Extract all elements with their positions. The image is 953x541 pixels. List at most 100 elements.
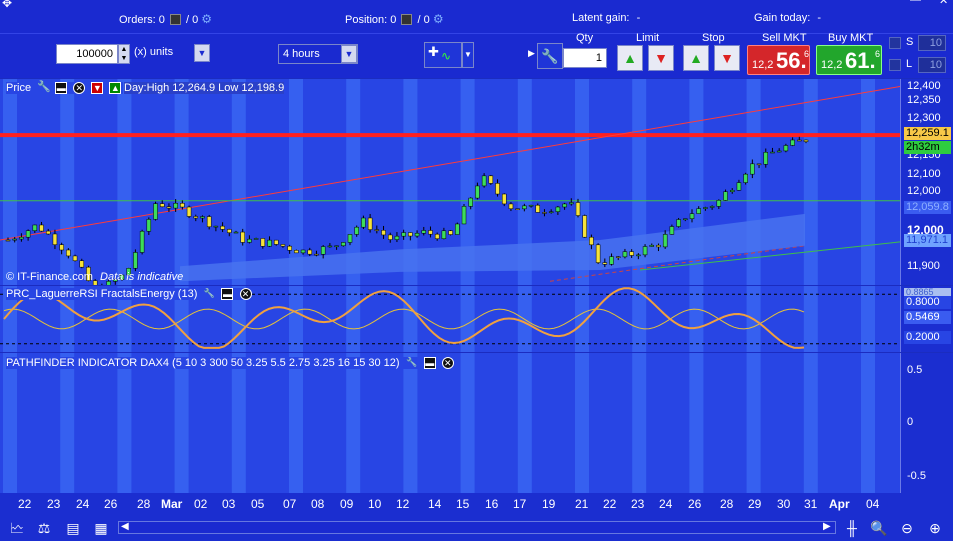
price-y-axis[interactable]: 12,400 12,350 12,300 12,150 12,100 12,00…	[900, 79, 953, 285]
upper-trend-line	[0, 85, 900, 241]
scroll-right-icon[interactable]: ▶	[823, 521, 831, 532]
s-checkbox[interactable]	[889, 37, 901, 49]
price-panel-title: Price	[6, 82, 32, 94]
candle-body	[455, 223, 460, 235]
candle-body	[421, 230, 427, 234]
day-high-low-info: Day:High 12,264.9 Low 12,198.9	[124, 82, 285, 94]
sell-mkt-button[interactable]: 12,2 56. 6	[747, 45, 810, 75]
price-settings-wrench-icon[interactable]: 🔧	[37, 81, 51, 94]
candle-body	[341, 242, 346, 247]
indicators-icon[interactable]: ⚖	[37, 520, 51, 536]
candles-icon[interactable]: ╫	[847, 520, 857, 536]
candle-body	[280, 244, 286, 247]
pathfinder-panel[interactable]: PATHFINDER INDICATOR DAX4 (5 10 3 300 50…	[0, 353, 900, 493]
session-stripe	[3, 286, 17, 352]
buy-price-sup: 6	[875, 49, 881, 59]
window-icon[interactable]: ✥	[2, 0, 13, 10]
candle-body	[609, 256, 614, 265]
buy-mkt-button[interactable]: 12,2 61. 6	[816, 45, 882, 75]
time-axis[interactable]: 22 23 24 26 28 Mar 02 03 05 07 08 09 10 12 14 15 16 17 19 2…	[0, 493, 900, 513]
candle-body	[542, 212, 547, 214]
wrench-icon[interactable]: 🔧	[537, 43, 563, 69]
quantity-input[interactable]: 100000	[56, 44, 118, 64]
candle-body	[213, 225, 219, 228]
chart-type-icon[interactable]: 🗠	[9, 520, 25, 536]
rsi-y-axis[interactable]: 0.8865 0.8000 0.5469 0.2000	[900, 286, 953, 352]
pathfinder-y-axis[interactable]: 0.5 0 -0.5	[900, 353, 953, 493]
x-tick-label: 26	[688, 497, 702, 511]
candle-body	[126, 267, 131, 276]
rsi-settings-wrench-icon[interactable]: 🔧	[203, 288, 216, 299]
candle-body	[428, 230, 433, 235]
x-tick-label: Mar	[161, 497, 183, 511]
candle-body	[220, 225, 225, 230]
session-stripe	[117, 79, 132, 285]
timeframe-select[interactable]: 4 hours	[278, 44, 358, 64]
qty-input[interactable]: 1	[563, 48, 607, 68]
price-chart-svg[interactable]	[0, 79, 900, 285]
candle-body	[649, 244, 655, 247]
laguerre-rsi-panel[interactable]: PRC_LaguerreRSI FractalsEnergy (13) 🔧 ▬ …	[0, 286, 900, 352]
axis-corner	[900, 493, 953, 513]
session-stripe	[289, 79, 303, 285]
candle-body	[133, 252, 138, 269]
zoom-in-icon[interactable]: ⊕	[929, 520, 941, 536]
stop-buy-button[interactable]: ▲	[683, 45, 709, 71]
quantity-stepper[interactable]: ▲ ▼	[118, 44, 130, 64]
pathfinder-close-icon[interactable]: ✕	[441, 357, 454, 370]
orders-label: Orders:	[119, 14, 156, 26]
minimize-icon[interactable]: —	[910, 0, 921, 6]
indicators-button[interactable]: ✚ ∿	[424, 42, 462, 68]
rsi-maximize-icon[interactable]: ▬	[221, 288, 234, 301]
price-buy-alert-icon[interactable]: ▲	[109, 82, 122, 95]
pathfinder-panel-title: PATHFINDER INDICATOR DAX4 (5 10 3 300 50…	[6, 357, 400, 369]
orders-cancel-icon[interactable]	[169, 13, 181, 25]
units-dropdown-icon[interactable]: ▼	[194, 44, 210, 62]
indicators-dropdown-icon[interactable]: ▼	[462, 42, 474, 68]
candle-body	[656, 244, 661, 248]
l-checkbox[interactable]	[889, 59, 901, 71]
candle-body	[173, 203, 178, 209]
timeframe-dropdown-icon[interactable]: ▼	[341, 45, 357, 63]
watermark-source: IT-Finance.com	[17, 271, 93, 283]
price-close-icon[interactable]: ✕	[73, 82, 86, 95]
rsi-close-icon[interactable]: ✕	[239, 288, 252, 301]
candle-body	[602, 262, 608, 265]
price-sell-alert-icon[interactable]: ▼	[91, 82, 104, 95]
x-tick-label: 21	[575, 497, 589, 511]
close-window-icon[interactable]: ✕	[939, 0, 949, 7]
pathfinder-chart-svg[interactable]	[0, 353, 900, 493]
scroll-left-icon[interactable]: ◀	[121, 521, 129, 532]
objects-icon[interactable]: ▦	[94, 520, 108, 536]
pathfinder-settings-wrench-icon[interactable]: 🔧	[406, 357, 418, 368]
session-stripe	[632, 286, 647, 352]
candle-body	[676, 219, 681, 227]
s-input[interactable]: 10	[918, 35, 946, 51]
zoom-out-icon[interactable]: ⊖	[901, 520, 913, 536]
drawing-tools-icon[interactable]: ▤	[66, 520, 80, 536]
limit-buy-button[interactable]: ▲	[617, 45, 643, 71]
position-close-icon[interactable]	[401, 13, 413, 25]
horizontal-scrollbar[interactable]: ◀ ▶	[118, 521, 836, 534]
rsi-chart-svg[interactable]	[0, 286, 900, 352]
l-input[interactable]: 10	[918, 57, 946, 73]
position-settings-icon[interactable]: ⚙	[432, 12, 444, 26]
price-chart-panel[interactable]: Price 🔧 ▬ ✕ ▼ ▲ Day:High 12,264.9 Low 12…	[0, 79, 900, 285]
stop-sell-button[interactable]: ▼	[714, 45, 740, 71]
position-total: / 0	[417, 14, 430, 26]
zoom-fit-icon[interactable]: 🔍	[870, 520, 888, 536]
session-stripe	[346, 286, 361, 352]
price-maximize-icon[interactable]: ▬	[55, 82, 68, 95]
orders-settings-icon[interactable]: ⚙	[201, 12, 213, 26]
candle-body	[408, 232, 413, 237]
pathfinder-maximize-icon[interactable]: ▬	[423, 357, 436, 370]
limit-sell-button[interactable]: ▼	[648, 45, 674, 71]
position-value: 0	[390, 14, 397, 26]
candle-body	[253, 238, 259, 240]
envelope-band	[180, 213, 805, 282]
units-select[interactable]: (x) units	[134, 46, 173, 58]
session-stripe	[117, 353, 132, 493]
expand-arrow-icon[interactable]: ▶	[528, 48, 535, 58]
session-stripe	[403, 286, 418, 352]
session-stripe	[231, 286, 246, 352]
